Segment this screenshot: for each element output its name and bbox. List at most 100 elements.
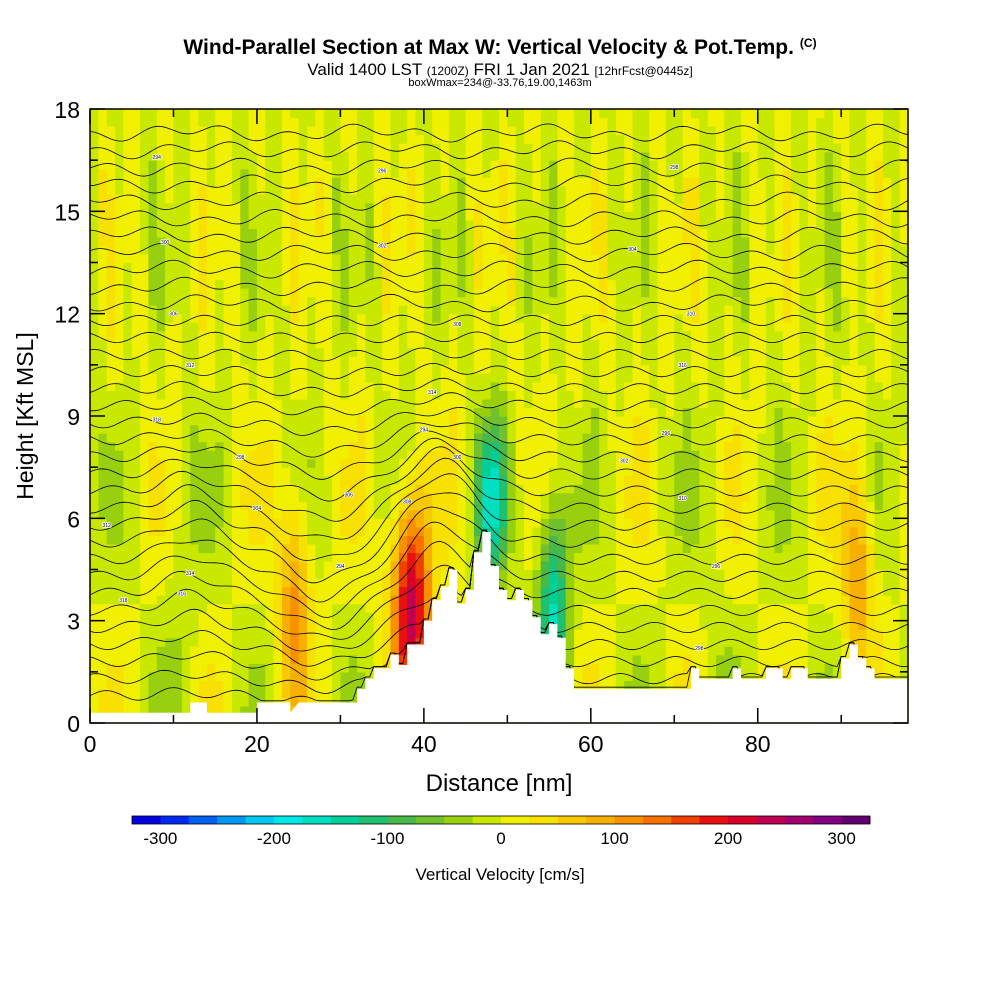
velocity-cell — [657, 356, 667, 366]
velocity-cell — [231, 202, 241, 212]
velocity-cell — [131, 185, 141, 195]
velocity-cell — [256, 390, 266, 400]
velocity-cell — [398, 518, 408, 528]
velocity-cell — [173, 680, 183, 690]
velocity-cell — [423, 117, 433, 127]
velocity-cell — [448, 424, 458, 434]
velocity-cell — [415, 134, 425, 144]
velocity-cell — [190, 475, 200, 485]
velocity-cell — [649, 245, 659, 255]
velocity-cell — [665, 637, 675, 647]
velocity-cell — [323, 535, 333, 545]
velocity-cell — [131, 518, 141, 528]
velocity-cell — [390, 109, 400, 119]
velocity-cell — [549, 390, 559, 400]
velocity-cell — [215, 211, 225, 221]
velocity-cell — [440, 194, 450, 204]
velocity-cell — [365, 109, 375, 119]
velocity-cell — [382, 518, 392, 528]
velocity-cell — [665, 680, 675, 690]
velocity-cell — [632, 646, 642, 656]
velocity-cell — [90, 381, 99, 392]
velocity-cell — [473, 407, 483, 417]
velocity-cell — [632, 484, 642, 494]
velocity-cell — [390, 586, 400, 596]
velocity-cell — [340, 305, 350, 315]
velocity-cell — [615, 637, 625, 647]
velocity-cell — [131, 356, 141, 366]
velocity-cell — [432, 177, 442, 187]
velocity-cell — [315, 330, 325, 340]
velocity-cell — [307, 364, 316, 374]
velocity-cell — [248, 296, 258, 306]
velocity-cell — [106, 629, 116, 639]
velocity-cell — [165, 322, 175, 332]
velocity-cell — [165, 356, 175, 366]
velocity-cell — [140, 322, 150, 332]
velocity-cell — [407, 330, 417, 340]
velocity-cell — [640, 501, 650, 511]
velocity-cell — [565, 253, 575, 264]
velocity-cell — [465, 543, 475, 554]
velocity-cell — [615, 202, 625, 212]
velocity-cell — [373, 450, 383, 460]
velocity-cell — [524, 501, 533, 511]
velocity-cell — [540, 578, 550, 588]
velocity-cell — [165, 612, 175, 622]
velocity-cell — [323, 458, 333, 468]
velocity-cell — [599, 356, 609, 366]
velocity-cell — [131, 586, 141, 596]
velocity-cell — [256, 475, 266, 485]
velocity-cell — [540, 612, 550, 622]
velocity-cell — [632, 177, 642, 187]
velocity-cell — [507, 177, 517, 187]
velocity-cell — [624, 305, 634, 315]
velocity-cell — [90, 424, 99, 434]
velocity-cell — [532, 339, 542, 349]
velocity-cell — [574, 663, 584, 673]
velocity-cell — [357, 501, 367, 511]
velocity-cell — [223, 117, 233, 127]
velocity-cell — [248, 143, 258, 153]
velocity-cell — [298, 143, 308, 153]
velocity-cell — [632, 637, 642, 647]
velocity-cell — [640, 458, 650, 468]
velocity-cell — [624, 126, 634, 136]
velocity-cell — [206, 356, 216, 366]
velocity-cell — [549, 117, 559, 127]
velocity-cell — [332, 509, 342, 519]
velocity-cell — [582, 620, 592, 630]
velocity-cell — [599, 126, 609, 136]
velocity-cell — [507, 390, 517, 400]
velocity-cell — [273, 543, 283, 554]
velocity-cell — [524, 253, 533, 264]
velocity-cell — [440, 424, 450, 434]
velocity-cell — [490, 347, 500, 357]
velocity-cell — [323, 586, 333, 596]
velocity-cell — [532, 194, 542, 204]
velocity-cell — [390, 603, 400, 613]
velocity-cell — [256, 646, 266, 656]
velocity-cell — [281, 202, 291, 212]
velocity-cell — [265, 560, 275, 571]
velocity-cell — [140, 526, 150, 536]
velocity-cell — [423, 364, 433, 374]
velocity-cell — [373, 663, 383, 673]
velocity-cell — [332, 492, 342, 502]
velocity-cell — [574, 441, 584, 451]
velocity-cell — [307, 697, 316, 707]
velocity-cell — [315, 236, 325, 247]
velocity-cell — [140, 347, 150, 357]
velocity-cell — [473, 143, 483, 153]
velocity-cell — [624, 339, 634, 349]
velocity-cell — [390, 407, 400, 417]
velocity-cell — [332, 313, 342, 323]
velocity-cell — [273, 407, 283, 417]
velocity-cell — [432, 185, 442, 195]
velocity-cell — [407, 339, 417, 349]
velocity-cell — [181, 458, 191, 468]
velocity-cell — [90, 339, 99, 349]
velocity-cell — [131, 288, 141, 298]
velocity-cell — [215, 177, 225, 187]
velocity-cell — [482, 168, 492, 178]
